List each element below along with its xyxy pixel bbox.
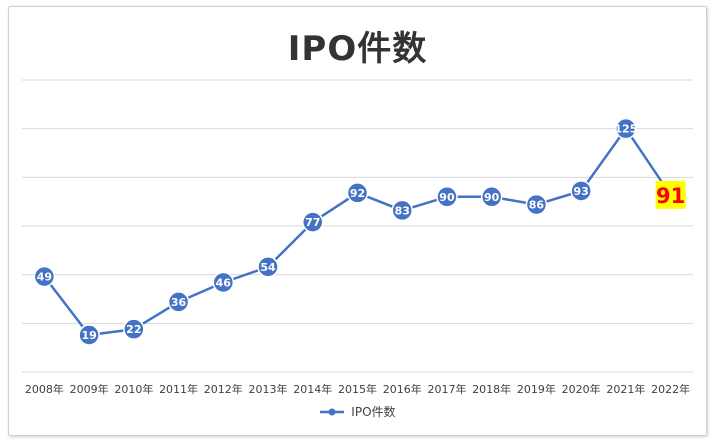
x-tick-label: 2016年	[383, 382, 422, 396]
data-point	[257, 256, 279, 278]
data-point	[436, 186, 458, 208]
data-label: 49	[37, 271, 52, 284]
x-tick-label: 2014年	[293, 382, 332, 396]
x-tick-label: 2021年	[606, 382, 645, 396]
data-label: 90	[484, 191, 500, 204]
x-tick-label: 2012年	[204, 382, 243, 396]
x-tick-label: 2022年	[651, 382, 690, 396]
data-point	[212, 271, 235, 294]
data-label: 22	[126, 323, 141, 336]
legend-label: IPO件数	[351, 405, 396, 419]
data-point	[346, 182, 369, 204]
data-label: 92	[350, 187, 365, 200]
data-point	[391, 199, 413, 222]
data-point	[525, 193, 548, 216]
x-tick-label: 2017年	[427, 382, 466, 396]
x-tick-label: 2011年	[159, 382, 198, 396]
data-point	[302, 211, 324, 233]
data-point	[167, 291, 190, 313]
data-label: 86	[529, 199, 545, 212]
x-tick-label: 2009年	[70, 382, 109, 396]
x-axis-tick-labels: 2008年 2009年 2010年 2011年 2012年 2013年 2014年 2015年…	[25, 382, 690, 396]
chart-frame: IPO件数	[8, 6, 707, 436]
data-point	[78, 324, 100, 346]
highlight-label-box	[655, 180, 686, 209]
legend: IPO件数	[0, 403, 715, 420]
data-point	[123, 318, 145, 340]
chart-title: IPO件数	[287, 29, 428, 69]
data-label: 91	[656, 184, 685, 208]
data-point	[570, 180, 592, 202]
data-point	[480, 186, 503, 208]
data-label: 46	[216, 276, 232, 289]
x-tick-label: 2010年	[114, 382, 153, 396]
series-line	[43, 127, 672, 337]
x-tick-label: 2015年	[338, 382, 377, 396]
data-label: 93	[574, 185, 589, 198]
data-label: 125	[614, 123, 637, 136]
data-points: 49 19 22 36 46 54 77 92 83 90 90 86 93 125 91	[33, 117, 686, 346]
x-tick-label: 2020年	[562, 382, 601, 396]
x-tick-label: 2018年	[472, 382, 511, 396]
data-label: 77	[305, 216, 320, 229]
data-label: 19	[81, 329, 96, 342]
x-tick-label: 2019年	[517, 382, 556, 396]
data-label: 90	[439, 191, 455, 204]
legend-swatch	[320, 408, 345, 415]
data-label: 54	[260, 261, 276, 274]
data-point	[615, 117, 637, 140]
gridlines	[22, 79, 693, 373]
data-label: 83	[395, 204, 410, 217]
series-line-path	[43, 127, 672, 337]
x-tick-label: 2008年	[25, 382, 64, 396]
data-label: 36	[171, 296, 187, 309]
x-tick-label: 2013年	[249, 382, 288, 396]
data-point	[33, 265, 56, 288]
